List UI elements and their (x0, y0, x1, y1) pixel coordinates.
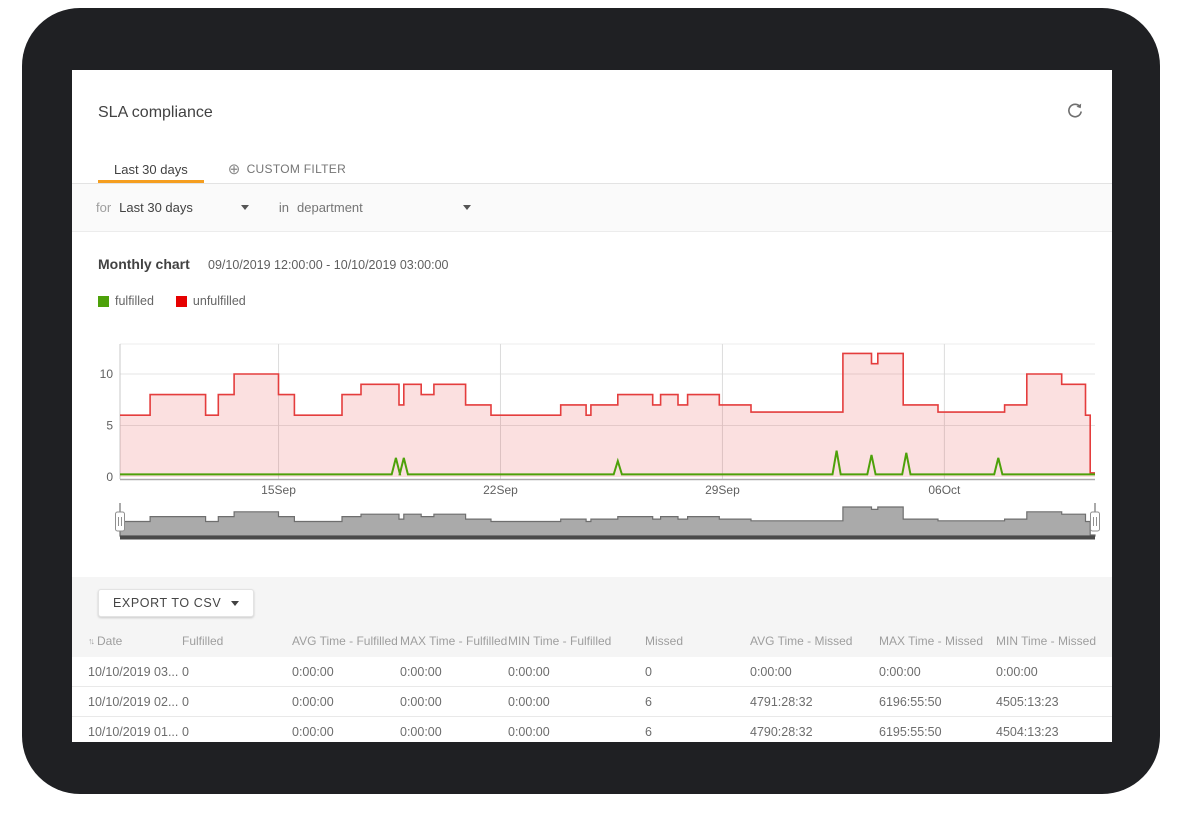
table-cell: 4791:28:32 (750, 694, 813, 709)
table-row: 10/10/2019 03... 0 0:00:00 0:00:00 0:00:00 0 0… (72, 657, 1112, 687)
table-cell: 6 (645, 724, 652, 739)
unfulfilled-area (120, 353, 1095, 477)
page-title: SLA compliance (98, 104, 213, 121)
col-header-fulfilled[interactable]: Fulfilled (182, 634, 292, 648)
in-label: in (278, 200, 290, 215)
legend-item-unfulfilled: unfulfilled (175, 294, 246, 308)
table-cell: 0:00:00 (400, 664, 442, 679)
sort-icon: ↑↓ (88, 636, 95, 646)
col-header-avg-time-fulfilled[interactable]: AVG Time - Fulfilled (292, 634, 400, 648)
app-window: SLA compliance Last 30 days ⊕ CUSTOM FIL… (72, 70, 1112, 742)
table-cell: 6196:55:50 (879, 694, 942, 709)
col-header-date[interactable]: ↑↓ Date (88, 634, 182, 648)
table-cell: 0 (182, 724, 189, 739)
navigator-axis-bar (120, 535, 1095, 540)
legend-swatch-unfulfilled (175, 295, 187, 307)
col-header-avg-time-missed[interactable]: AVG Time - Missed (750, 634, 879, 648)
x-tick-label: 22Sep (483, 483, 518, 497)
table-cell: 10/10/2019 02... (88, 694, 179, 709)
sla-area-chart: 0 5 10 15Sep 22Sep 29Sep 06Oct (100, 343, 1095, 497)
col-header-missed[interactable]: Missed (645, 634, 750, 648)
unfulfilled-line (120, 352, 1095, 474)
table-cell: 0 (645, 664, 652, 679)
table-cell: 4505:13:23 (996, 694, 1059, 709)
refresh-button[interactable] (1063, 100, 1087, 124)
tab-label: Last 30 days (114, 161, 188, 177)
x-tick-label: 15Sep (261, 483, 296, 497)
table-cell: 0:00:00 (508, 664, 550, 679)
refresh-icon (1068, 103, 1082, 118)
legend-item-fulfilled: fulfilled (98, 294, 154, 308)
table-cell: 0:00:00 (292, 724, 334, 739)
col-header-max-time-fulfilled[interactable]: MAX Time - Fulfilled (400, 634, 508, 648)
col-header-min-time-fulfilled[interactable]: MIN Time - Fulfilled (508, 634, 645, 648)
chevron-down-icon[interactable] (462, 205, 471, 210)
chevron-down-icon[interactable] (240, 205, 249, 210)
legend-label: unfulfilled (192, 294, 246, 308)
col-header-label: Fulfilled (182, 634, 224, 648)
x-tick-label: 06Oct (928, 483, 961, 497)
y-tick-label: 0 (106, 470, 113, 484)
chart-title: Monthly chart (98, 256, 190, 272)
col-header-label: MAX Time - Fulfilled (400, 634, 508, 648)
circled-plus-icon: ⊕ (227, 160, 241, 178)
table-cell: 0:00:00 (292, 694, 334, 709)
table-cell: 10/10/2019 03... (88, 664, 179, 679)
table-cell: 6195:55:50 (879, 724, 942, 739)
tab-custom-filter[interactable]: ⊕ CUSTOM FILTER (212, 155, 362, 183)
col-header-label: Missed (645, 634, 684, 648)
col-header-label: MAX Time - Missed (879, 634, 984, 648)
table-header: ↑↓ Date Fulfilled AVG Time - Fulfilled MAX T… (72, 625, 1112, 658)
col-header-label: Date (97, 634, 123, 648)
export-to-csv-button[interactable]: EXPORT TO CSV (98, 589, 255, 617)
table-cell: 0 (182, 694, 189, 709)
table-cell: 0:00:00 (996, 664, 1038, 679)
y-tick-label: 5 (106, 419, 113, 433)
table-cell: 6 (645, 694, 652, 709)
col-header-label: MIN Time - Missed (996, 634, 1097, 648)
legend-label: fulfilled (115, 294, 154, 308)
tab-last-30-days[interactable]: Last 30 days (98, 155, 204, 183)
table-cell: 0:00:00 (508, 694, 550, 709)
navigator-handle[interactable] (1090, 511, 1100, 532)
period-select[interactable]: Last 30 days (119, 200, 193, 215)
col-header-label: MIN Time - Fulfilled (508, 634, 612, 648)
table-body: 10/10/2019 03... 0 0:00:00 0:00:00 0:00:00 0 0… (72, 657, 1112, 742)
navigator-handle[interactable] (115, 511, 125, 532)
export-label: EXPORT TO CSV (113, 596, 222, 610)
table-cell: 10/10/2019 01... (88, 724, 179, 739)
table-section: EXPORT TO CSV ↑↓ Date Fulfilled AVG Time - … (72, 577, 1112, 742)
table-cell: 0:00:00 (508, 724, 550, 739)
fulfilled-line (120, 450, 1095, 476)
table-cell: 0:00:00 (292, 664, 334, 679)
table-cell: 0:00:00 (400, 694, 442, 709)
col-header-min-time-missed[interactable]: MIN Time - Missed (996, 634, 1112, 648)
x-tick-label: 29Sep (705, 483, 740, 497)
legend-swatch-fulfilled (98, 295, 109, 307)
tab-bar: Last 30 days ⊕ CUSTOM FILTER (72, 155, 1112, 184)
for-label: for (96, 200, 112, 215)
table-cell: 0:00:00 (400, 724, 442, 739)
tab-label: CUSTOM FILTER (246, 162, 347, 176)
col-header-max-time-missed[interactable]: MAX Time - Missed (879, 634, 996, 648)
chart-date-range: 09/10/2019 12:00:00 - 10/10/2019 03:00:0… (208, 258, 449, 272)
table-cell: 0 (182, 664, 189, 679)
filter-bar: for Last 30 days in department (72, 184, 1112, 232)
department-select[interactable]: department (297, 200, 363, 215)
table-row: 10/10/2019 02... 0 0:00:00 0:00:00 0:00:00 6 4… (72, 687, 1112, 717)
table-row: 10/10/2019 01... 0 0:00:00 0:00:00 0:00:00 6 4… (72, 717, 1112, 742)
table-cell: 0:00:00 (750, 664, 792, 679)
chevron-down-icon (231, 600, 240, 606)
chart-legend: fulfilled unfulfilled (98, 294, 246, 308)
chart-navigator[interactable] (92, 500, 1100, 546)
y-tick-label: 10 (100, 367, 114, 381)
table-cell: 4790:28:32 (750, 724, 813, 739)
col-header-label: AVG Time - Fulfilled (292, 634, 398, 648)
table-cell: 0:00:00 (879, 664, 921, 679)
navigator-area[interactable] (119, 506, 1096, 537)
table-cell: 4504:13:23 (996, 724, 1059, 739)
device-bezel: SLA compliance Last 30 days ⊕ CUSTOM FIL… (22, 8, 1160, 794)
col-header-label: AVG Time - Missed (750, 634, 853, 648)
